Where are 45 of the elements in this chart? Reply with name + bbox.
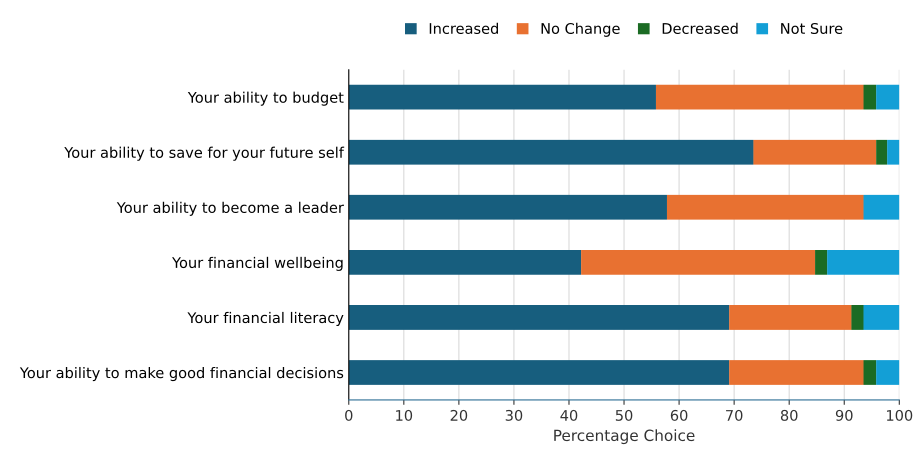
bar: [864, 84, 876, 110]
y-tick-label: Your ability to become a leader: [116, 202, 344, 216]
x-tick-label: 90: [836, 410, 853, 421]
x-tick-label: 70: [726, 410, 742, 421]
x-tick-label: 60: [670, 410, 688, 421]
bar: [864, 305, 900, 330]
legend-label: Not Sure: [781, 22, 842, 34]
bar: [348, 305, 730, 330]
x-tick-label: 10: [396, 410, 412, 421]
bar: [729, 360, 864, 385]
bar: [887, 140, 900, 165]
bar: [815, 250, 828, 275]
bar: [581, 250, 816, 275]
bar: [864, 360, 876, 385]
bar: [348, 250, 582, 275]
bar: [348, 84, 656, 110]
y-tick-label: Your financial literacy: [187, 312, 344, 326]
x-tick-label: 80: [780, 410, 798, 421]
bar: [753, 140, 876, 165]
x-tick-label: 0: [345, 410, 352, 421]
x-tick-label: 20: [450, 410, 468, 421]
bar: [876, 140, 888, 165]
bar: [851, 305, 864, 330]
bar: [656, 84, 864, 110]
bar: [876, 360, 900, 385]
bar: [729, 305, 852, 330]
y-tick-label: Your ability to budget: [188, 92, 344, 106]
x-tick-label: 30: [506, 410, 522, 421]
legend-label: Increased: [430, 22, 498, 34]
x-tick-label: 40: [560, 410, 578, 421]
y-tick-label: Your ability to make good financial decisions: [20, 366, 344, 382]
bar: [876, 84, 900, 110]
bar: [348, 360, 730, 385]
bar: [666, 194, 864, 220]
bar: [827, 250, 900, 275]
legend-label: No Change: [542, 22, 620, 37]
x-axis-title: Percentage Choice: [554, 429, 694, 444]
bar: [864, 194, 900, 220]
y-tick-label: Your financial wellbeing: [172, 256, 343, 271]
x-tick-label: 50: [616, 410, 632, 421]
legend-label: Decreased: [662, 22, 738, 34]
bar: [348, 140, 754, 165]
y-tick-label: Your ability to save for your future self: [64, 146, 344, 161]
x-tick-label: 100: [886, 410, 912, 421]
bar: [348, 194, 667, 220]
